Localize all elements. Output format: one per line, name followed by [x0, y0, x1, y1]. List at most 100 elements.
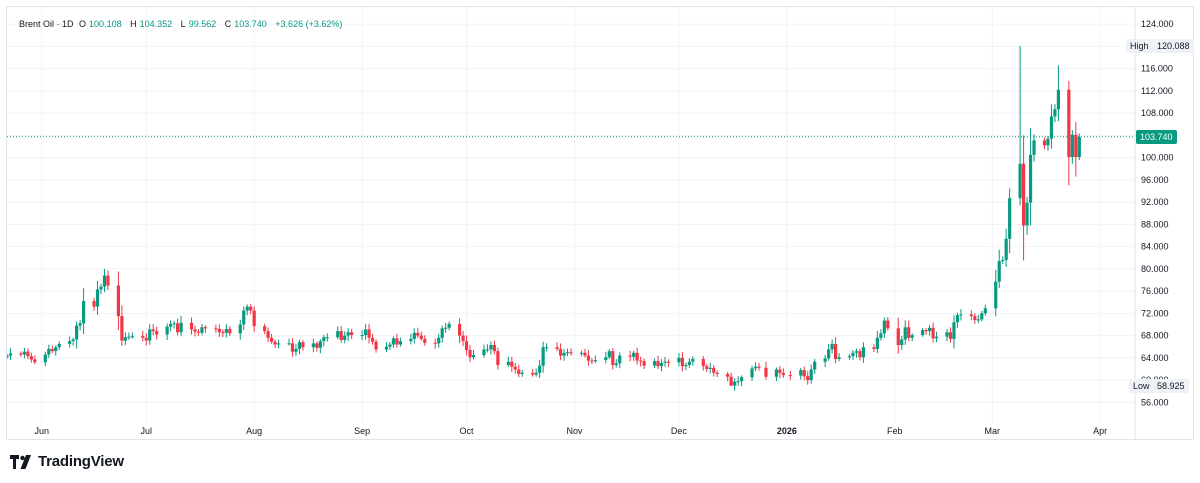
candle-body — [1032, 140, 1036, 155]
x-tick-label: 2026 — [777, 426, 797, 436]
candle-body — [7, 355, 9, 358]
x-tick-label: Jul — [141, 426, 153, 436]
candle-body — [461, 335, 465, 342]
candle-body — [395, 338, 399, 345]
candle-body — [242, 310, 246, 325]
candle-body — [71, 339, 75, 342]
candle-body — [269, 337, 274, 342]
candle-body — [95, 289, 100, 307]
y-tick-label: 56.000 — [1141, 397, 1169, 407]
candle-body — [294, 348, 298, 352]
x-tick-label: Feb — [887, 426, 903, 436]
candle-body — [315, 343, 319, 348]
candle-body — [287, 343, 291, 345]
candle-body — [799, 370, 803, 376]
y-tick-label: 92.000 — [1141, 197, 1169, 207]
candle-body — [1021, 163, 1026, 226]
candle-body — [757, 366, 761, 368]
brand-logo[interactable]: TradingView — [10, 453, 124, 470]
candle-body — [931, 327, 935, 339]
x-axis: Jun Jul Aug Sep Oct Nov Dec 2026 Feb Mar Apr — [35, 426, 1108, 436]
candle-body — [875, 337, 879, 349]
candle-body — [419, 335, 423, 339]
candle-body — [485, 349, 490, 351]
candlestick-chart[interactable]: 56.00060.00064.00068.00072.00076.00080.0… — [7, 7, 1193, 439]
candle-body — [423, 338, 427, 343]
candle-body — [339, 331, 343, 341]
candle-body — [1001, 259, 1005, 262]
candle-body — [684, 365, 688, 367]
candle-body — [934, 336, 939, 339]
candle-body — [976, 319, 980, 321]
last-price-badge: 103.740 — [1136, 129, 1177, 144]
candle-body — [311, 343, 315, 348]
candle-body — [921, 330, 925, 336]
candle-body — [604, 357, 608, 361]
candle-body — [224, 328, 228, 333]
candle-body — [99, 286, 103, 290]
close-label: C — [224, 19, 232, 29]
candle-body — [263, 326, 267, 332]
high-label: H — [130, 19, 137, 29]
candle-body — [907, 327, 911, 338]
candle-body — [1042, 140, 1047, 146]
candle-body — [398, 341, 403, 345]
candle-body — [1070, 134, 1074, 158]
candle-body — [203, 327, 208, 329]
candle-body — [847, 356, 852, 358]
symbol-label[interactable]: Brent Oil · 1D — [19, 19, 74, 29]
y-tick-label: 116.000 — [1141, 64, 1173, 74]
candle-body — [363, 329, 368, 336]
x-tick-label: Oct — [460, 426, 475, 436]
candle-body — [534, 372, 538, 375]
candle-body — [903, 327, 907, 340]
candle-body — [374, 341, 378, 350]
candle-body — [628, 355, 632, 357]
high-marker-value: 120.088 — [1153, 38, 1194, 53]
candle-body — [169, 323, 173, 327]
candle-body — [879, 333, 883, 338]
y-tick-label: 68.000 — [1141, 331, 1169, 341]
candle-body — [200, 327, 204, 333]
candle-body — [412, 332, 416, 339]
candle-body — [325, 337, 329, 339]
candle-body — [391, 338, 396, 345]
candle-body — [583, 352, 587, 356]
y-tick-label: 84.000 — [1141, 242, 1169, 252]
low-marker-value: 58.925 — [1153, 379, 1189, 394]
candle-body — [736, 381, 740, 383]
candle-body — [141, 336, 145, 338]
candle-body — [384, 346, 389, 350]
candle-body — [973, 316, 977, 321]
candle-body — [764, 367, 768, 377]
candle-body — [1074, 134, 1078, 158]
candles — [7, 45, 1081, 391]
candle-body — [1004, 238, 1008, 260]
candle-body — [541, 347, 545, 366]
candle-body — [468, 350, 472, 358]
candle-body — [297, 342, 302, 349]
candle-body — [165, 326, 169, 335]
candle-body — [78, 323, 82, 326]
candle-body — [952, 322, 956, 339]
candle-body — [872, 347, 876, 349]
candle-body — [249, 306, 253, 311]
candle-body — [217, 328, 221, 333]
candle-body — [196, 331, 201, 333]
candle-body — [1018, 163, 1022, 199]
candle-body — [350, 332, 354, 336]
candle-body — [175, 323, 180, 333]
candle-body — [228, 328, 232, 334]
candle-body — [266, 331, 270, 338]
chart-frame: 56.00060.00064.00068.00072.00076.00080.0… — [6, 6, 1194, 440]
candle-body — [983, 308, 987, 314]
y-tick-label: 88.000 — [1141, 219, 1169, 229]
candle-body — [471, 355, 476, 358]
y-tick-label: 72.000 — [1141, 308, 1169, 318]
candle-body — [555, 347, 559, 349]
candle-body — [1067, 89, 1071, 158]
candle-body — [144, 337, 148, 341]
candle-body — [120, 316, 124, 341]
candle-body — [562, 352, 566, 356]
candle-body — [924, 330, 928, 332]
